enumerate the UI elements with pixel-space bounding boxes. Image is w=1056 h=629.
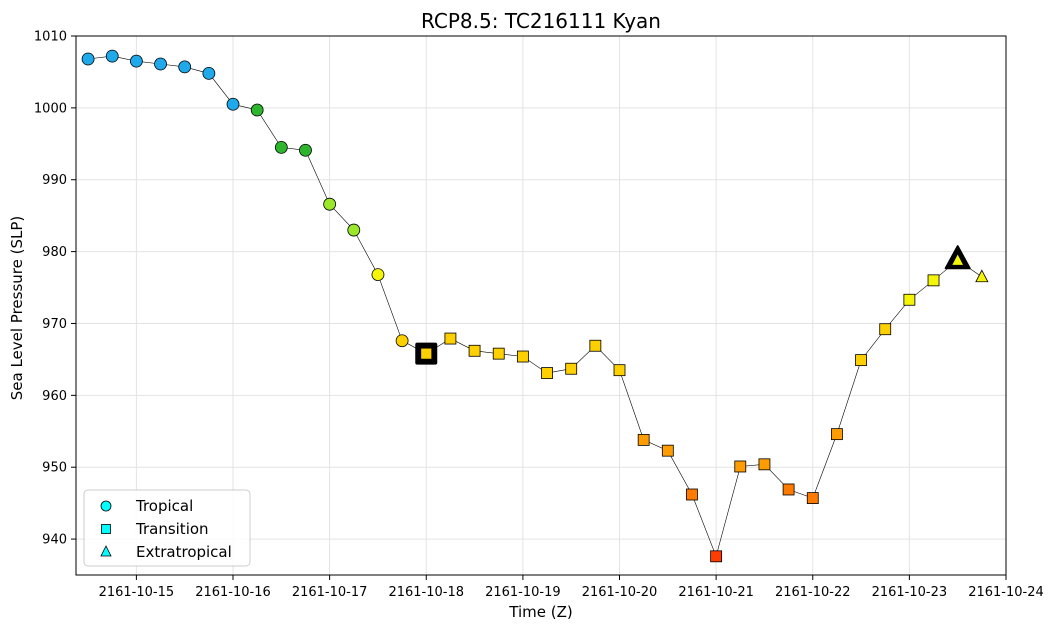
data-point-tropical bbox=[178, 60, 192, 74]
data-point-transition bbox=[734, 460, 747, 473]
data-point-transition bbox=[710, 550, 723, 563]
legend-label-transition: Transition bbox=[135, 520, 209, 538]
data-point-extratropical bbox=[975, 269, 989, 283]
y-tick-label: 1000 bbox=[34, 101, 67, 116]
data-point-tropical bbox=[202, 66, 216, 80]
legend-item-transition: Transition bbox=[101, 520, 209, 538]
data-point-transition bbox=[613, 364, 626, 377]
x-tick-label: 2161-10-22 bbox=[775, 585, 851, 600]
x-tick-label: 2161-10-20 bbox=[582, 585, 658, 600]
data-point-transition bbox=[806, 492, 819, 505]
data-point-transition bbox=[637, 433, 650, 446]
data-point-transition bbox=[855, 354, 867, 367]
y-tick-label: 950 bbox=[42, 461, 67, 476]
legend-label-extratropical: Extratropical bbox=[136, 543, 232, 561]
legend-box bbox=[83, 489, 251, 567]
x-tick-label: 2161-10-15 bbox=[99, 585, 175, 600]
data-point-transition bbox=[686, 488, 698, 501]
data-point-tropical bbox=[81, 52, 95, 66]
data-point-tropical bbox=[395, 334, 409, 348]
data-point-tropical bbox=[347, 223, 361, 237]
legend-item-extratropical: Extratropical bbox=[100, 543, 232, 561]
data-point-transition bbox=[420, 347, 433, 360]
data-point-transition bbox=[516, 350, 529, 363]
data-point-transition bbox=[782, 483, 795, 496]
data-point-transition bbox=[541, 367, 553, 379]
data-point-tropical bbox=[250, 103, 264, 117]
legend-square-icon bbox=[101, 524, 111, 534]
legend: Tropical Transition Extratropical bbox=[83, 489, 251, 567]
y-axis-label: Sea Level Pressure (SLP) bbox=[8, 216, 26, 401]
y-tick-label: 980 bbox=[42, 245, 67, 260]
y-tick-label: 990 bbox=[42, 173, 67, 188]
data-point-transition bbox=[758, 458, 771, 471]
data-point-tropical bbox=[226, 97, 240, 111]
plot-frame bbox=[75, 35, 1007, 576]
x-ticks: 2161-10-15 2161-10-16 2161-10-17 2161-10-18… bbox=[99, 575, 1044, 600]
data-point-tropical bbox=[299, 143, 312, 157]
data-point-tropical bbox=[129, 54, 143, 68]
y-tick-label: 970 bbox=[42, 317, 67, 332]
data-point-tropical bbox=[371, 268, 385, 281]
legend-label-tropical: Tropical bbox=[135, 497, 193, 515]
x-axis-label: Time (Z) bbox=[508, 603, 572, 621]
data-point-transition bbox=[444, 332, 457, 345]
data-point-transition bbox=[661, 444, 674, 457]
x-tick-label: 2161-10-17 bbox=[292, 585, 368, 600]
y-tick-label: 960 bbox=[42, 389, 67, 404]
data-point-transition bbox=[589, 339, 602, 352]
y-tick-label: 1010 bbox=[34, 30, 67, 45]
data-point-tropical bbox=[154, 57, 167, 71]
y-tick-label: 940 bbox=[42, 533, 67, 548]
legend-item-tropical: Tropical bbox=[100, 497, 193, 515]
x-tick-label: 2161-10-21 bbox=[678, 585, 754, 600]
data-point-transition bbox=[468, 344, 481, 357]
y-ticks: 940 950 960 970 980 990 1000 1010 bbox=[34, 30, 76, 548]
x-tick-label: 2161-10-19 bbox=[485, 585, 561, 600]
data-point-transition bbox=[927, 274, 940, 287]
track-line bbox=[88, 55, 982, 558]
data-point-transition bbox=[831, 428, 843, 441]
x-tick-label: 2161-10-24 bbox=[968, 585, 1044, 600]
x-tick-label: 2161-10-18 bbox=[388, 585, 464, 600]
data-point-extratropical bbox=[951, 252, 965, 266]
legend-circle-icon bbox=[100, 500, 112, 512]
data-points bbox=[81, 49, 989, 563]
chart-title: RCP8.5: TC216111 Kyan bbox=[421, 9, 661, 33]
data-point-transition bbox=[492, 347, 505, 360]
x-tick-label: 2161-10-23 bbox=[872, 585, 948, 600]
x-tick-label: 2161-10-16 bbox=[195, 585, 271, 600]
data-point-transition bbox=[903, 293, 916, 306]
legend-triangle-icon bbox=[100, 545, 112, 557]
data-point-transition bbox=[879, 323, 892, 336]
data-point-tropical bbox=[274, 140, 288, 154]
data-point-tropical bbox=[323, 197, 337, 211]
data-point-transition bbox=[565, 362, 578, 375]
data-point-tropical bbox=[105, 49, 119, 63]
